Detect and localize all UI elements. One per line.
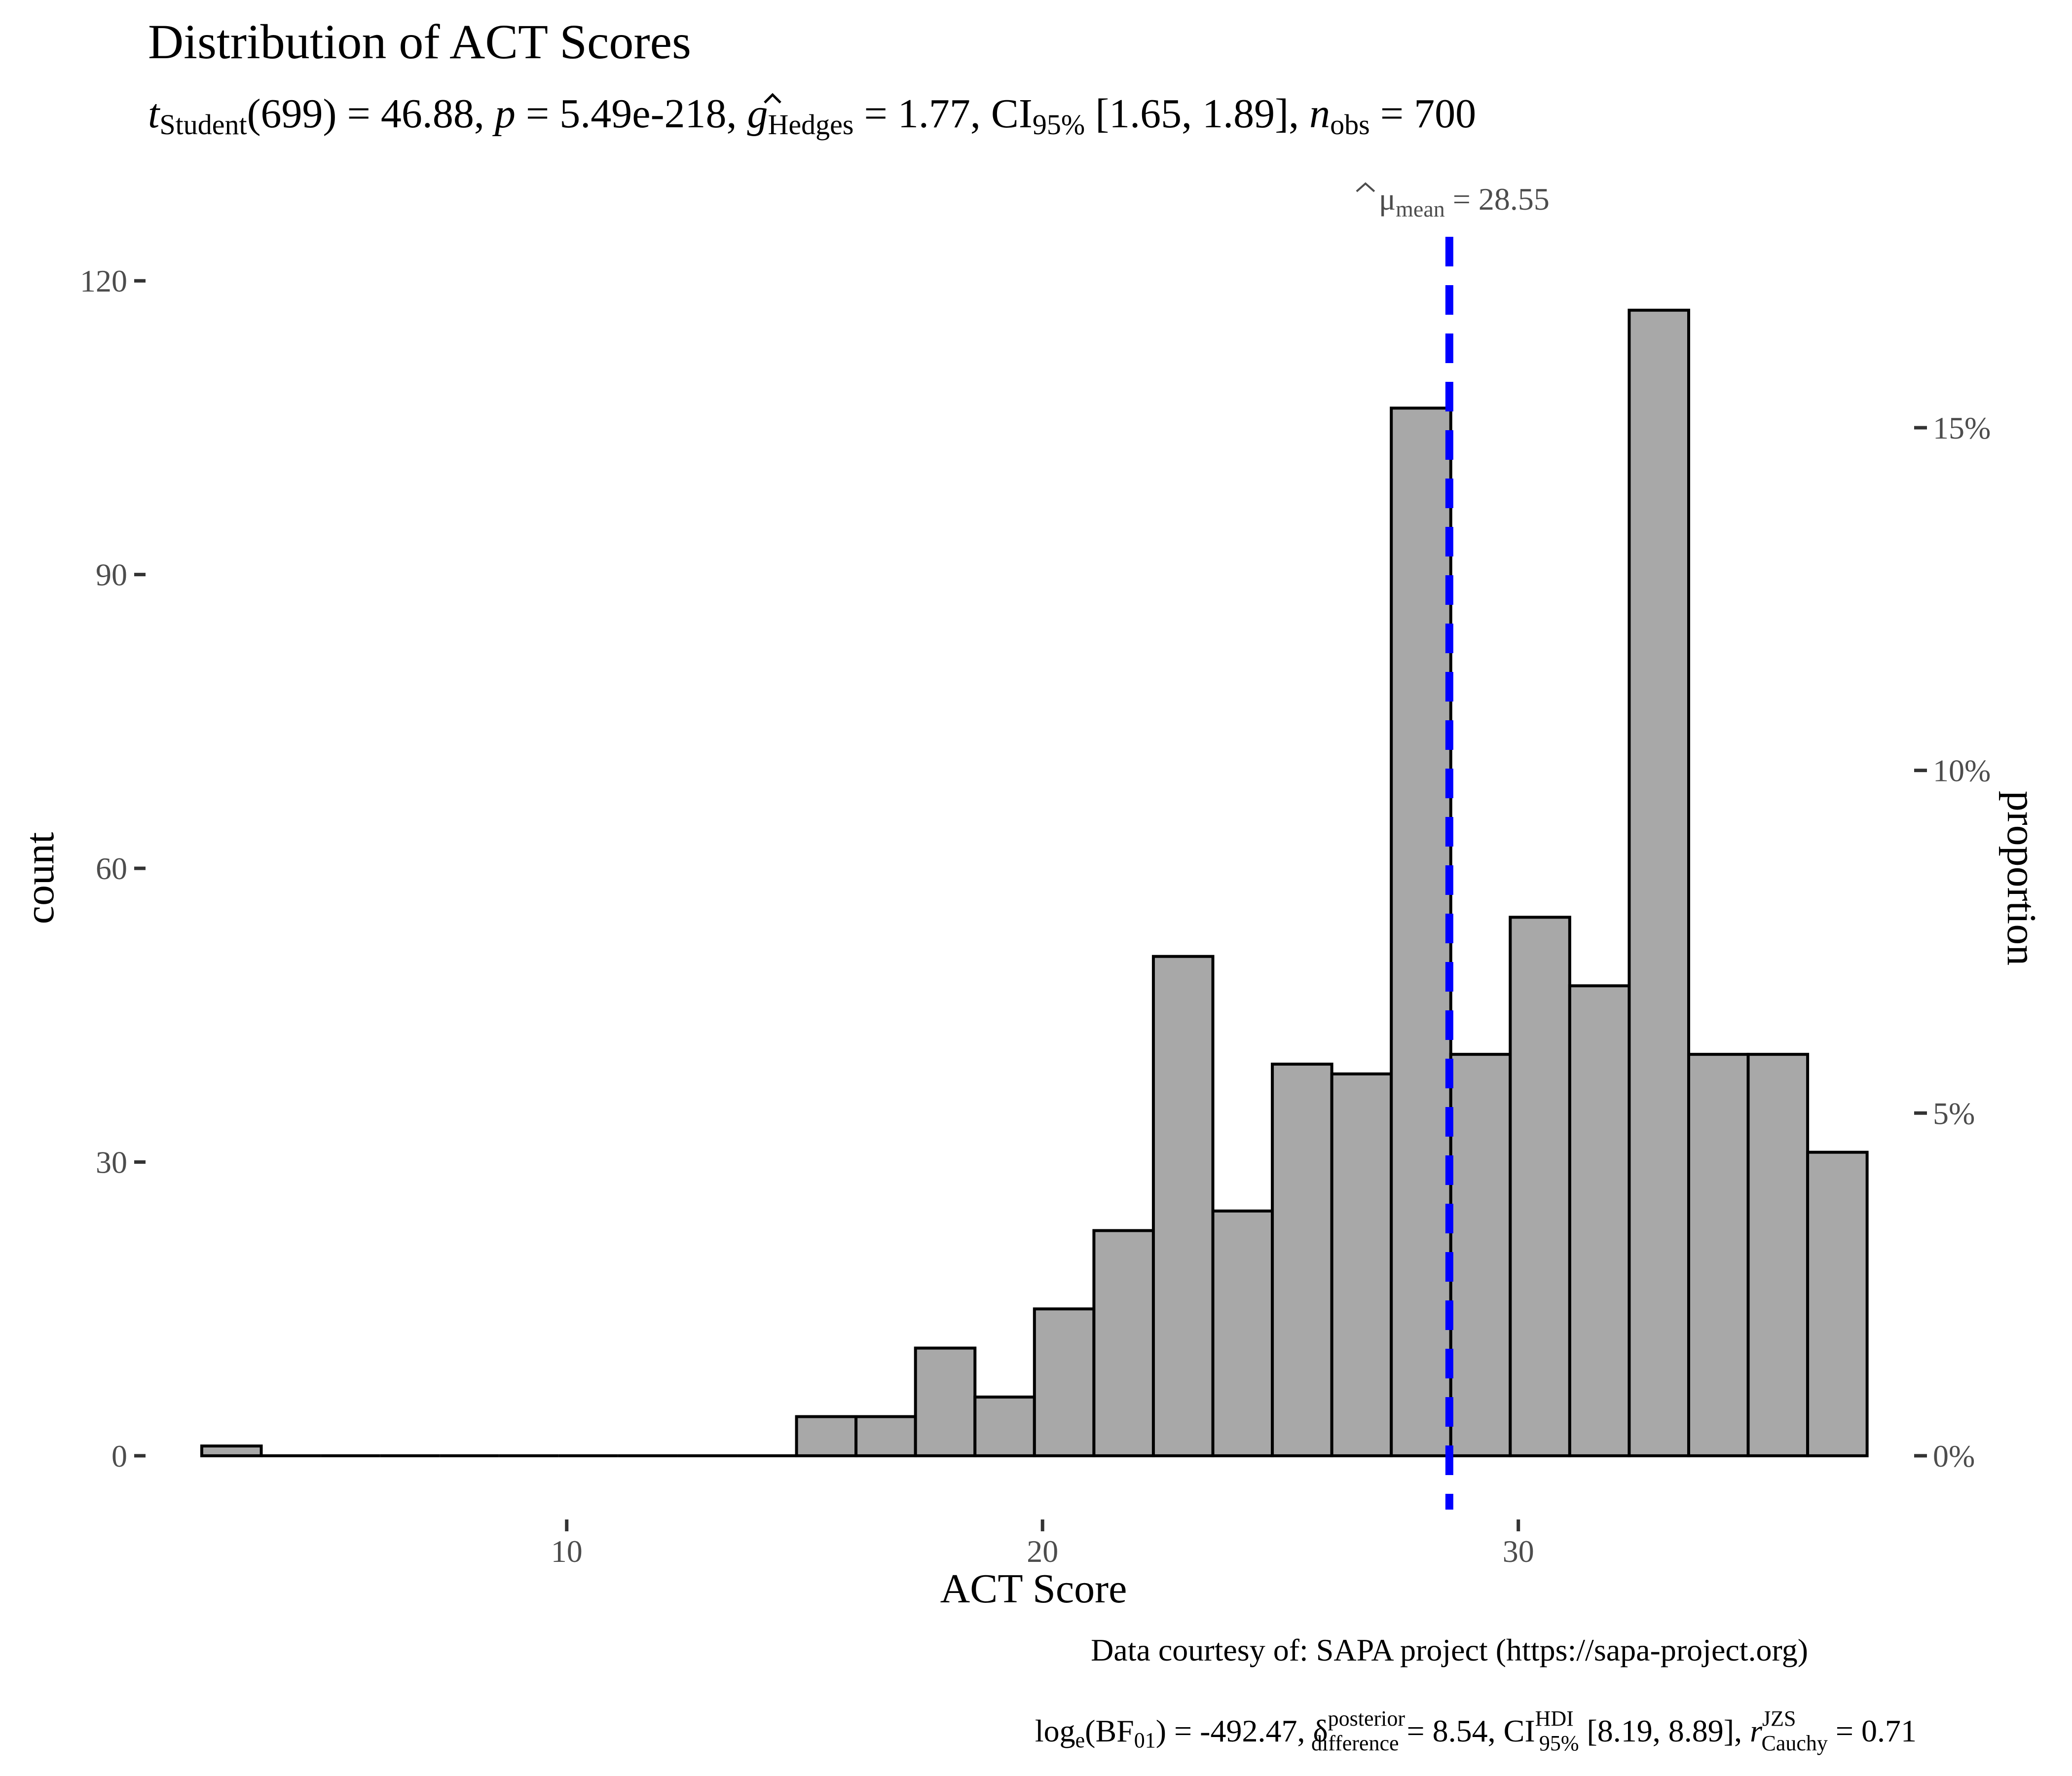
subtitle-g: g (747, 91, 768, 137)
caption-ci-sub: 95% (1539, 1731, 1579, 1755)
histogram-bar (1211, 1209, 1274, 1457)
caption-r-val: = 0.71 (1828, 1713, 1917, 1748)
caption-ci-sup: HDI (1535, 1706, 1574, 1731)
histogram-bar (1628, 308, 1690, 1457)
histogram-bar (1151, 955, 1215, 1457)
caption-bf: (BF (1085, 1713, 1134, 1748)
y2-axis: 0% 5% 10% 15% (1914, 410, 1991, 1474)
subtitle-n-sub: obs (1330, 109, 1370, 141)
x-tick-label: 20 (1027, 1534, 1058, 1569)
y-axis: 0 30 60 90 120 (80, 263, 146, 1474)
x-axis: 10 20 30 (551, 1519, 1534, 1569)
histogram-bar (1390, 407, 1452, 1457)
subtitle-ci-sub: 95% (1033, 109, 1085, 141)
subtitle-ci-text: [1.65, 1.89], (1085, 91, 1309, 137)
subtitle-p-text: = 5.49e-218, (516, 91, 747, 137)
chart-subtitle: tStudent(699) = 46.88, p = 5.49e-218, gH… (148, 91, 1476, 141)
caption-line-1: Data courtesy of: SAPA project (https://… (1091, 1632, 1808, 1667)
y-axis-title: count (17, 832, 63, 925)
caption-ci-val: [8.19, 8.89], (1579, 1713, 1750, 1748)
histogram-bar (1033, 1307, 1096, 1457)
caption-delta-val: = 8.54, CI (1399, 1713, 1535, 1748)
histogram-bar (914, 1346, 977, 1457)
histogram-bar (1330, 1072, 1393, 1457)
subtitle-t-sub: Student (159, 109, 247, 141)
subtitle-g-hat (764, 93, 781, 104)
caption-log-sub: e (1075, 1728, 1085, 1752)
y2-axis-title: proportion (1998, 791, 2044, 966)
histogram-bar (795, 1415, 858, 1457)
histogram-bar (1449, 1053, 1512, 1457)
caption-log: log (1035, 1713, 1075, 1748)
caption-r: r (1750, 1713, 1763, 1748)
histogram-bar (1271, 1063, 1333, 1457)
y-tick-label: 60 (96, 851, 127, 886)
subtitle-df: (699) = 46.88, (247, 91, 495, 137)
caption-delta-sub: difference (1311, 1731, 1399, 1755)
x-tick-label: 30 (1503, 1534, 1534, 1569)
chart-title: Distribution of ACT Scores (148, 14, 691, 69)
subtitle-p: p (492, 91, 516, 137)
histogram-bar (1509, 916, 1571, 1457)
mean-hat (1356, 182, 1375, 192)
y-tick-label: 0 (111, 1439, 127, 1474)
mean-annotation: μmean = 28.55 (1379, 182, 1550, 222)
caption-line-2: loge(BF01) = -492.47, δposterior differen… (1035, 1706, 1917, 1755)
histogram-bar (973, 1395, 1036, 1457)
histogram-bar (854, 1415, 917, 1457)
subtitle-g-text: = 1.77, CI (854, 91, 1033, 137)
bars-group (200, 308, 1869, 1457)
y-tick-label: 30 (96, 1145, 127, 1180)
caption-bf-val: ) = -492.47, (1156, 1713, 1313, 1748)
subtitle-n: n (1309, 91, 1330, 137)
mean-value-text: = 28.55 (1445, 182, 1550, 217)
histogram-bar (1806, 1150, 1869, 1457)
caption-r-sub: Cauchy (1762, 1731, 1828, 1755)
mean-symbol: μ (1379, 182, 1396, 217)
subtitle-t: t (148, 91, 161, 137)
x-axis-title: ACT Score (940, 1566, 1127, 1612)
y2-tick-label: 10% (1933, 753, 1991, 788)
histogram-bar (1746, 1053, 1810, 1457)
mean-sub: mean (1396, 196, 1445, 222)
x-tick-label: 10 (551, 1534, 583, 1569)
y2-tick-label: 15% (1933, 410, 1991, 445)
histogram-bar (200, 1444, 263, 1457)
caption-r-sup: JZS (1762, 1706, 1796, 1731)
caption-delta-sup: posterior (1328, 1706, 1406, 1731)
caption-delta: δ (1313, 1713, 1328, 1748)
caption-bf-sub: 01 (1134, 1728, 1156, 1752)
histogram-bar (1568, 984, 1631, 1457)
y2-tick-label: 5% (1933, 1096, 1975, 1131)
histogram-bar (1092, 1229, 1155, 1457)
subtitle-n-text: = 700 (1370, 91, 1476, 137)
y-tick-label: 120 (80, 263, 127, 298)
y2-tick-label: 0% (1933, 1439, 1975, 1474)
y-tick-label: 90 (96, 557, 127, 592)
subtitle-g-sub: Hedges (768, 109, 854, 141)
histogram-bar (1687, 1053, 1750, 1457)
